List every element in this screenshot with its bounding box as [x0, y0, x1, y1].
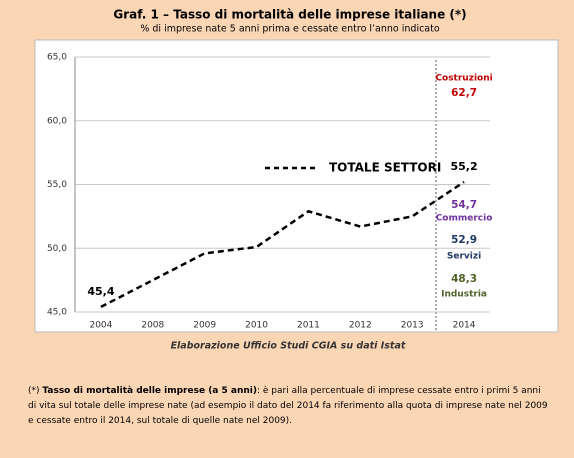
legend-label: TOTALE SETTORI	[329, 161, 441, 175]
x-tick-label: 2012	[349, 321, 372, 331]
x-tick-label: 2014	[453, 321, 476, 331]
sector-value: 48,3	[451, 273, 477, 285]
data-label: 55,2	[450, 160, 477, 173]
note-text: : è pari alla percentuale di imprese ces…	[28, 386, 548, 426]
sector-name: Commercio	[436, 214, 493, 224]
sector-value: 62,7	[451, 87, 477, 99]
note: (*) Tasso di mortalità delle imprese (a …	[28, 384, 548, 429]
chart-subtitle: % di imprese nate 5 anni prima e cessate…	[140, 24, 440, 35]
x-tick-label: 2013	[401, 321, 424, 331]
x-tick-label: 2004	[89, 321, 112, 331]
data-label: 45,4	[87, 285, 114, 298]
source: Elaborazione Ufficio Studi CGIA su dati …	[171, 341, 406, 352]
y-tick-label: 45,0	[47, 308, 67, 318]
x-tick-label: 2010	[245, 321, 268, 331]
x-tick-label: 2009	[193, 321, 216, 331]
y-tick-label: 55,0	[47, 180, 67, 190]
chart-title: Graf. 1 – Tasso di mortalità delle impre…	[113, 8, 466, 22]
note-marker: (*)	[28, 386, 40, 396]
sector-name: Costruzioni	[435, 74, 492, 84]
y-tick-label: 60,0	[47, 116, 67, 126]
sector-value: 54,7	[451, 199, 477, 211]
y-tick-label: 50,0	[47, 244, 67, 254]
chart-area	[34, 39, 559, 333]
x-tick-label: 2011	[297, 321, 320, 331]
sector-name: Industria	[441, 290, 487, 300]
y-tick-label: 65,0	[47, 53, 67, 63]
chart: Graf. 1 – Tasso di mortalità delle impre…	[34, 8, 559, 352]
sector-name: Servizi	[447, 252, 481, 262]
sector-value: 52,9	[451, 234, 477, 246]
x-tick-label: 2008	[141, 321, 164, 331]
note-bold: Tasso di mortalità delle imprese (a 5 an…	[42, 386, 257, 396]
series-line	[100, 180, 465, 309]
